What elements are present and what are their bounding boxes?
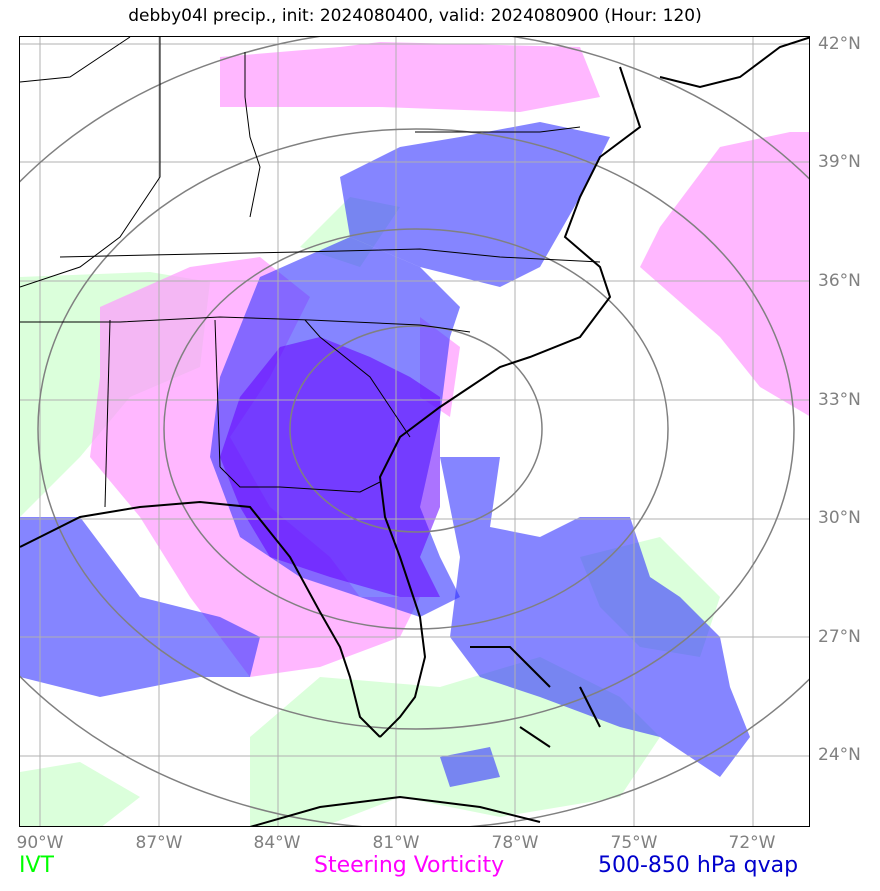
- coastline-gulf: [20, 500, 381, 738]
- state-borders: [20, 37, 601, 508]
- legend-ivt: IVT: [19, 853, 54, 878]
- lat-label-24n: 24°N: [818, 745, 861, 765]
- qvap-core-layer: [220, 337, 440, 597]
- lon-label-72w: 72°W: [728, 833, 776, 853]
- lat-label-27n: 27°N: [818, 627, 861, 647]
- coastline: [20, 37, 809, 826]
- qvap-area-caribbean: [440, 747, 500, 787]
- lat-label-33n: 33°N: [818, 390, 861, 410]
- map-panel: [19, 36, 810, 827]
- lat-label-36n: 36°N: [818, 271, 861, 291]
- qvap-area-gulf-west: [20, 517, 260, 697]
- lon-label-87w: 87°W: [135, 833, 183, 853]
- range-rings: [20, 37, 809, 826]
- lat-label-39n: 39°N: [818, 152, 861, 172]
- qvap-area-mid-atlantic: [340, 122, 610, 287]
- coastline-cuba: [249, 795, 541, 826]
- map-canvas: [20, 37, 809, 826]
- vort-area-northeast: [220, 42, 600, 112]
- lat-label-30n: 30°N: [818, 508, 861, 528]
- lon-label-75w: 75°W: [610, 833, 658, 853]
- lon-label-78w: 78°W: [491, 833, 539, 853]
- lat-label-42n: 42°N: [818, 34, 861, 54]
- legend-qvap: 500-850 hPa qvap: [598, 853, 799, 878]
- coastline-bahamas: [470, 646, 601, 748]
- coastline-us-east: [378, 66, 642, 738]
- chart-title: debby04l precip., init: 2024080400, vali…: [128, 6, 702, 26]
- lon-label-84w: 84°W: [253, 833, 301, 853]
- range-ring-3: [37, 128, 795, 730]
- lon-label-90w: 90°W: [16, 833, 64, 853]
- range-ring-1: [289, 325, 543, 533]
- legend-vorticity: Steering Vorticity: [314, 853, 505, 878]
- qvap-area-atlantic-south: [440, 457, 750, 777]
- range-ring-2: [163, 228, 669, 630]
- ivt-area-gulf: [20, 762, 140, 826]
- coastline-northeast: [659, 37, 809, 89]
- lon-label-81w: 81°W: [372, 833, 420, 853]
- vort-area-atlantic: [640, 132, 809, 416]
- qvap-core: [220, 337, 440, 597]
